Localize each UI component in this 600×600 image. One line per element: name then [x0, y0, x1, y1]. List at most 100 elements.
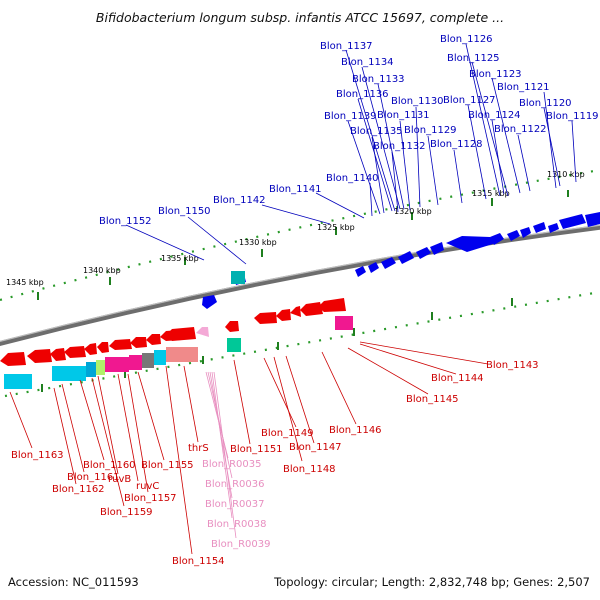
gene-label: Blon_1121 [497, 82, 550, 93]
forward-strand-genes [202, 212, 600, 309]
gene-label: ruvB [108, 474, 131, 485]
tick-label: 1310 kbp [547, 170, 585, 179]
gene-arrow [318, 298, 346, 312]
leader-line [377, 83, 405, 210]
gene-label: Blon_1147 [289, 442, 342, 453]
leader-line [491, 77, 521, 194]
cds-feature [154, 350, 166, 365]
cds-feature [335, 316, 353, 330]
gene-label: thrS [188, 443, 209, 454]
gene-arrow [97, 342, 109, 353]
gene-arrow [355, 266, 366, 277]
gene-arrow [146, 334, 161, 345]
leader-line [491, 119, 505, 195]
cds-feature [129, 355, 142, 370]
leader-line [369, 182, 373, 217]
gene-label: Blon_1132 [373, 141, 426, 152]
gene-arrow [398, 251, 414, 264]
gene-label: Blon_1128 [430, 139, 483, 150]
gene-arrow [254, 312, 277, 324]
gene-label: Blon_1155 [141, 460, 194, 471]
gene-label: Blon_1146 [329, 425, 382, 436]
gene-label: Blon_1148 [283, 464, 336, 475]
feature-track [4, 316, 353, 389]
gene-label: Blon_1160 [83, 460, 136, 471]
gene-label: Blon_R0037 [205, 499, 265, 510]
gene-label: Blon_R0035 [202, 459, 262, 470]
leader-line [471, 61, 509, 197]
leader-line [391, 151, 399, 213]
gene-label: Blon_R0039 [211, 539, 271, 550]
tick-label: 1345 kbp [6, 278, 44, 287]
leader-line [453, 149, 463, 204]
gene-label: Blon_1136 [336, 89, 389, 100]
gene-label: Blon_1154 [172, 556, 225, 567]
upper-axis-major-ticks [37, 190, 569, 300]
map-title: Bifidobacterium longum subsp. infantis A… [96, 10, 504, 25]
gene-arrow [559, 214, 586, 229]
gene-label: Blon_1162 [52, 484, 105, 495]
gene-arrow [290, 306, 301, 317]
leader-line [347, 347, 429, 395]
leader-line [207, 371, 233, 479]
cds-feature [166, 347, 198, 362]
gene-label: Blon_R0038 [207, 519, 267, 530]
leader-line [361, 66, 401, 210]
rna-label-leaders [205, 371, 237, 539]
gene-label: Blon_1129 [404, 125, 457, 136]
leader-line [467, 104, 487, 200]
gene-arrow [430, 242, 444, 255]
gene-label: ruvC [136, 481, 159, 492]
gene-arrow [368, 262, 379, 273]
gene-arrow [416, 247, 431, 259]
gene-label: Blon_1126 [440, 34, 493, 45]
leader-line [321, 351, 357, 425]
gene-label: Blon_1127 [443, 95, 496, 106]
gene-label: Blon_1141 [269, 184, 322, 195]
gene-label: Blon_1119 [546, 111, 599, 122]
gene-label: Blon_1130 [391, 96, 444, 107]
cds-feature [105, 357, 129, 372]
gene-label: Blon_1157 [124, 493, 177, 504]
gene-arrow [130, 337, 147, 348]
leader-line [263, 357, 297, 428]
gene-arrow [585, 212, 600, 227]
gene-arrow [276, 309, 291, 321]
gene-arrow [548, 223, 559, 233]
leader-line [165, 365, 193, 555]
gene-label: Blon_1152 [99, 216, 152, 227]
accession-text: Accession: NC_011593 [8, 575, 139, 589]
rna-gene-labels: Blon_R0035 Blon_R0036 Blon_R0037 Blon_R0… [202, 459, 271, 550]
leader-line [79, 379, 105, 461]
leader-line [427, 135, 439, 206]
gene-label: Blon_1159 [100, 507, 153, 518]
leader-line [359, 341, 489, 365]
leader-line [127, 373, 149, 493]
gene-arrow [225, 321, 239, 332]
gene-arrow [300, 302, 323, 316]
gene-label: Blon_1142 [213, 195, 266, 206]
gene-arrow [166, 327, 196, 341]
gene-label: Blon_1135 [350, 126, 403, 137]
gene-label: Blon_1133 [352, 74, 405, 85]
leader-line [315, 192, 365, 219]
leader-line [285, 355, 315, 444]
tick-label: 1325 kbp [317, 223, 355, 232]
forward-gene-labels: Blon_1126 Blon_1125 Blon_1137 Blon_1134 … [99, 34, 599, 227]
gene-arrow [507, 230, 520, 241]
reverse-gene-labels: Blon_1143 Blon_1144 Blon_1145 Blon_1146 … [11, 360, 539, 567]
gene-arrow [533, 222, 546, 233]
cds-feature [231, 271, 245, 284]
leader-line [9, 391, 33, 449]
gene-label: Blon_1122 [494, 124, 547, 135]
leader-line [187, 216, 247, 265]
leader-line [345, 49, 396, 212]
gene-arrow [0, 352, 26, 366]
gene-label: Blon_1149 [261, 428, 314, 439]
gene-label: Blon_1131 [377, 110, 430, 121]
leader-line [61, 383, 85, 473]
genome-summary-text: Topology: circular; Length: 2,832,748 bp… [273, 575, 590, 589]
gene-arrow [50, 348, 66, 361]
leader-line [273, 356, 303, 462]
